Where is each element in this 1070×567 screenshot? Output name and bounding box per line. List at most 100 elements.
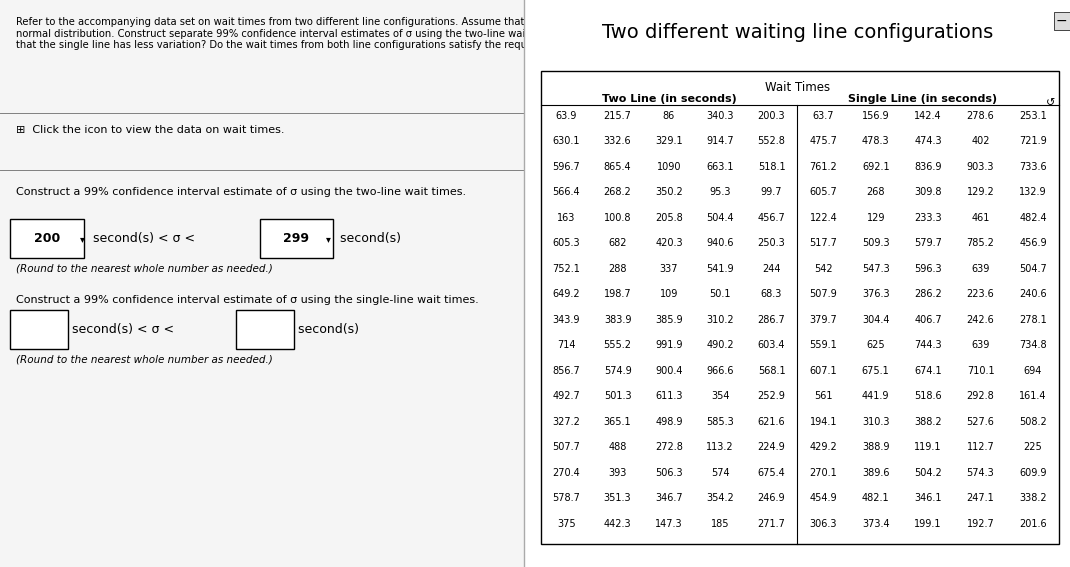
Text: 611.3: 611.3: [655, 391, 683, 401]
Text: 375: 375: [557, 519, 576, 529]
Text: 566.4: 566.4: [552, 187, 580, 197]
Text: 340.3: 340.3: [706, 111, 734, 121]
Text: 574.3: 574.3: [966, 468, 994, 478]
Text: 504.7: 504.7: [1019, 264, 1046, 274]
Text: 240.6: 240.6: [1019, 289, 1046, 299]
Text: 156.9: 156.9: [862, 111, 889, 121]
Text: 310.3: 310.3: [862, 417, 889, 427]
FancyBboxPatch shape: [235, 310, 293, 349]
Text: 585.3: 585.3: [706, 417, 734, 427]
Text: 561: 561: [814, 391, 832, 401]
Text: ▾: ▾: [79, 234, 85, 244]
Text: 200.3: 200.3: [758, 111, 785, 121]
Text: 224.9: 224.9: [758, 442, 785, 452]
Text: 95.3: 95.3: [709, 187, 731, 197]
Text: 113.2: 113.2: [706, 442, 734, 452]
Text: 406.7: 406.7: [914, 315, 942, 325]
Text: 268.2: 268.2: [603, 187, 631, 197]
Text: 555.2: 555.2: [603, 340, 631, 350]
Text: 112.7: 112.7: [966, 442, 994, 452]
Text: second(s): second(s): [336, 232, 400, 245]
Text: 109: 109: [660, 289, 678, 299]
Text: 292.8: 292.8: [966, 391, 994, 401]
Text: 388.2: 388.2: [914, 417, 942, 427]
Text: 649.2: 649.2: [552, 289, 580, 299]
Text: 710.1: 710.1: [966, 366, 994, 376]
Text: 379.7: 379.7: [810, 315, 837, 325]
Text: 278.6: 278.6: [966, 111, 994, 121]
Text: 596.3: 596.3: [914, 264, 942, 274]
Text: 441.9: 441.9: [862, 391, 889, 401]
Text: 900.4: 900.4: [655, 366, 683, 376]
Text: 714: 714: [557, 340, 576, 350]
Text: (Round to the nearest whole number as needed.): (Round to the nearest whole number as ne…: [16, 264, 273, 274]
Text: 603.4: 603.4: [758, 340, 785, 350]
Text: 385.9: 385.9: [655, 315, 683, 325]
Text: 278.1: 278.1: [1019, 315, 1046, 325]
Text: 574.9: 574.9: [603, 366, 631, 376]
Text: second(s): second(s): [293, 324, 358, 336]
Text: 343.9: 343.9: [552, 315, 580, 325]
Text: 517.7: 517.7: [809, 238, 838, 248]
Text: 607.1: 607.1: [810, 366, 837, 376]
FancyBboxPatch shape: [11, 219, 83, 258]
Text: 147.3: 147.3: [655, 519, 683, 529]
Text: 337: 337: [660, 264, 678, 274]
Text: 475.7: 475.7: [809, 136, 838, 146]
Text: 242.6: 242.6: [966, 315, 994, 325]
Text: (Round to the nearest whole number as needed.): (Round to the nearest whole number as ne…: [16, 354, 273, 365]
Text: 856.7: 856.7: [552, 366, 580, 376]
Text: 474.3: 474.3: [914, 136, 942, 146]
Text: 299: 299: [284, 232, 309, 245]
Text: 663.1: 663.1: [706, 162, 734, 172]
Text: 454.9: 454.9: [810, 493, 837, 503]
Text: 246.9: 246.9: [758, 493, 785, 503]
Text: 346.7: 346.7: [655, 493, 683, 503]
Text: 351.3: 351.3: [603, 493, 631, 503]
Text: 574: 574: [710, 468, 730, 478]
Text: 376.3: 376.3: [862, 289, 889, 299]
Text: 609.9: 609.9: [1019, 468, 1046, 478]
Text: 354: 354: [710, 391, 730, 401]
Text: 752.1: 752.1: [552, 264, 580, 274]
Text: 492.7: 492.7: [552, 391, 580, 401]
Text: 270.1: 270.1: [810, 468, 837, 478]
Text: 518.1: 518.1: [758, 162, 785, 172]
Text: 288: 288: [609, 264, 627, 274]
Text: second(s) < σ <: second(s) < σ <: [89, 232, 199, 245]
Text: Two Line (in seconds): Two Line (in seconds): [601, 94, 736, 104]
Text: −: −: [1056, 14, 1068, 28]
Text: 785.2: 785.2: [966, 238, 994, 248]
Text: 694: 694: [1024, 366, 1042, 376]
Text: 836.9: 836.9: [915, 162, 942, 172]
Text: 199.1: 199.1: [915, 519, 942, 529]
Text: 625: 625: [867, 340, 885, 350]
Text: 402: 402: [972, 136, 990, 146]
Text: 420.3: 420.3: [655, 238, 683, 248]
Text: 541.9: 541.9: [706, 264, 734, 274]
Text: 129: 129: [867, 213, 885, 223]
Text: 200: 200: [34, 232, 60, 245]
Text: 233.3: 233.3: [914, 213, 942, 223]
Text: Single Line (in seconds): Single Line (in seconds): [849, 94, 997, 104]
Text: 527.6: 527.6: [966, 417, 994, 427]
Text: 306.3: 306.3: [810, 519, 837, 529]
Text: 559.1: 559.1: [810, 340, 837, 350]
Text: 99.7: 99.7: [761, 187, 782, 197]
Text: 639: 639: [972, 340, 990, 350]
Text: ⊞  Click the icon to view the data on wait times.: ⊞ Click the icon to view the data on wai…: [16, 125, 285, 135]
Text: 630.1: 630.1: [552, 136, 580, 146]
Text: 354.2: 354.2: [706, 493, 734, 503]
Text: 365.1: 365.1: [603, 417, 631, 427]
Text: 488: 488: [609, 442, 627, 452]
Text: 579.7: 579.7: [914, 238, 942, 248]
Text: 674.1: 674.1: [914, 366, 942, 376]
Text: Refer to the accompanying data set on wait times from two different line configu: Refer to the accompanying data set on wa…: [16, 17, 911, 50]
Text: 192.7: 192.7: [966, 519, 994, 529]
Text: 272.8: 272.8: [655, 442, 683, 452]
Text: 63.9: 63.9: [555, 111, 577, 121]
Text: 504.4: 504.4: [706, 213, 734, 223]
Text: 568.1: 568.1: [758, 366, 785, 376]
Text: 507.7: 507.7: [552, 442, 580, 452]
Text: 542: 542: [814, 264, 832, 274]
